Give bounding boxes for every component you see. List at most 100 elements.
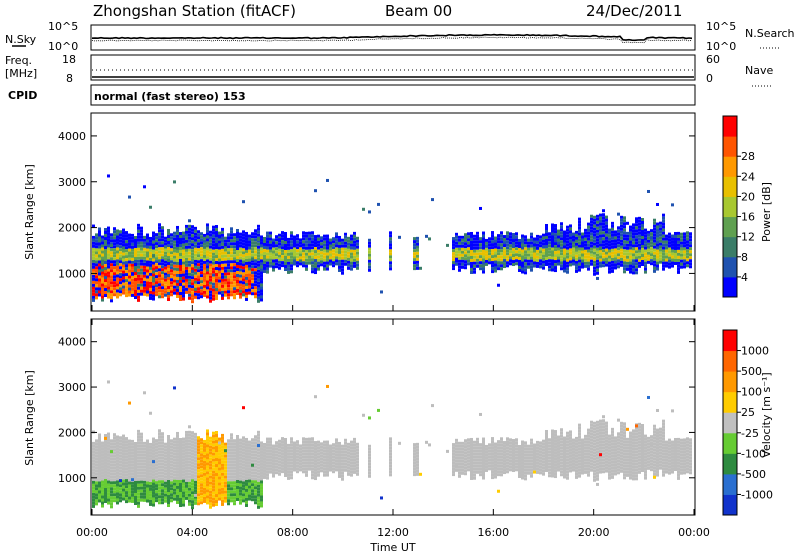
power-cell [293,253,296,257]
velocity-cell [350,443,353,447]
power-cell [179,256,182,260]
freq-label: Freq. [5,54,32,67]
power-cell [218,264,221,268]
power-cell [302,234,305,238]
power-cell [638,249,641,253]
power-cell [509,253,512,257]
power-cell [641,245,644,249]
velocity-cell [206,435,209,439]
power-cell [596,262,599,266]
power-cell [458,241,461,245]
velocity-cell [188,466,191,470]
velocity-cell [158,477,161,481]
power-cell [113,254,116,258]
power-cell [659,248,662,252]
power-cell [95,248,98,252]
power-cell [626,231,629,235]
power-cell [485,262,488,266]
power-cell [146,251,149,255]
power-cell [494,254,497,258]
power-cell [581,256,584,260]
power-cell [314,256,317,260]
power-cell [662,234,665,238]
power-cell [266,270,269,274]
power-cell [665,240,668,244]
power-cell [185,236,188,240]
power-cell [641,227,644,231]
velocity-cell [152,497,155,501]
power-cell [194,232,197,236]
power-cell [560,222,563,226]
velocity-cell [134,453,137,457]
power-cell [209,263,212,267]
power-cell [311,270,314,274]
power-cell [203,251,206,255]
power-cell [314,241,317,245]
power-cell [200,244,203,248]
power-cell [356,254,359,258]
power-cell [557,256,560,260]
power-cell [143,244,146,248]
power-cell [101,253,104,257]
power-cell [494,263,497,267]
power-cell [632,268,635,272]
power-cell [284,267,287,271]
velocity-cell [320,463,323,467]
velocity-cell [311,461,314,465]
power-cell [512,242,515,246]
power-cell [266,237,269,241]
power-cell [269,246,272,250]
velocity-cell [170,490,173,494]
velocity-cell [134,483,137,487]
power-cell [176,267,179,271]
velocity-cell [140,447,143,451]
power-cell [218,249,221,253]
power-cell [644,249,647,253]
power-cell [512,257,515,261]
velocity-cell [527,450,530,454]
velocity-cell [521,440,524,444]
power-cell [602,222,605,226]
power-cell [350,234,353,238]
power-cell [635,226,638,230]
power-cell [176,276,179,280]
power-cell [479,258,482,262]
power-cell [152,258,155,262]
velocity-cell [218,488,221,492]
power-cell [458,238,461,242]
velocity-cell [116,474,119,478]
velocity-cell [155,490,158,494]
power-cell [233,296,236,300]
velocity-cell [467,456,470,460]
velocity-cell [110,466,113,470]
velocity-cell [239,501,242,505]
velocity-cell [257,469,260,473]
velocity-cell [332,470,335,474]
velocity-cell [155,463,158,467]
power-cell [533,261,536,265]
power-cell [200,289,203,293]
velocity-cell [113,445,116,449]
power-cell [635,241,638,245]
power-cell [464,260,467,264]
power-cell [128,195,131,199]
power-cell [482,270,485,274]
power-cell [104,237,107,241]
power-cell [545,250,548,254]
power-cell [509,232,512,236]
velocity-cell [122,479,125,483]
power-cell [260,247,263,251]
power-cell [500,252,503,256]
velocity-cell [182,470,185,474]
power-cell [602,228,605,232]
power-cell [500,255,503,259]
velocity-cell [503,459,506,463]
velocity-cell [215,503,218,507]
velocity-cell [200,456,203,460]
power-cell [671,264,674,268]
power-cell [296,237,299,241]
power-cell [467,250,470,254]
power-cell [194,271,197,275]
velocity-cell [125,497,128,501]
power-cell [302,237,305,241]
